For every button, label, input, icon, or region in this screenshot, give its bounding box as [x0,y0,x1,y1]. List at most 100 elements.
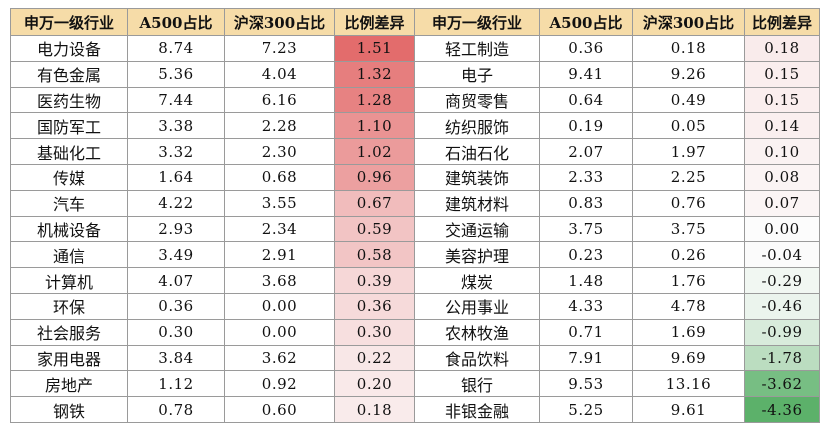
hs300-cell-left: 0.68 [224,163,335,191]
hs300-cell-right: 3.75 [632,215,745,243]
a500-cell-right: 2.07 [539,138,633,165]
header-diff-left: 比例差异 [334,8,415,36]
header-a500-right: A500占比 [539,8,633,36]
a500-cell-left: 0.36 [127,292,225,320]
industry-cell-left: 传媒 [10,163,128,191]
diff-cell-left: 1.51 [334,35,415,62]
a500-cell-left: 1.64 [127,163,225,191]
a500-cell-left: 0.78 [127,396,225,423]
a500-cell-left: 7.44 [127,86,225,114]
a500-cell-right: 9.41 [539,60,633,88]
a500-cell-right: 9.53 [539,370,633,398]
a500-cell-left: 4.22 [127,189,225,217]
a500-cell-right: 7.91 [539,344,633,372]
a500-cell-left: 2.93 [127,215,225,243]
industry-cell-right: 电子 [414,60,540,88]
table-row: 有色金属 5.36 4.04 1.32 电子 9.41 9.26 0.15 [10,60,820,88]
comparison-table-container: 申万一级行业 A500占比 沪深300占比 比例差异 申万一级行业 A500占比… [10,8,820,423]
diff-cell-right: -0.29 [744,267,820,294]
industry-cell-left: 环保 [10,292,128,320]
diff-cell-right: -0.04 [744,241,820,269]
hs300-cell-left: 0.60 [224,396,335,423]
table-row: 钢铁 0.78 0.60 0.18 非银金融 5.25 9.61 -4.36 [10,396,820,423]
a500-cell-right: 0.23 [539,241,633,269]
industry-cell-left: 基础化工 [10,138,128,165]
header-industry-right: 申万一级行业 [414,8,540,36]
industry-cell-left: 家用电器 [10,344,128,372]
hs300-cell-left: 2.91 [224,241,335,269]
hs300-cell-left: 3.62 [224,344,335,372]
a500-cell-right: 0.19 [539,112,633,140]
industry-cell-right: 食品饮料 [414,344,540,372]
header-diff-right: 比例差异 [744,8,820,36]
hs300-cell-right: 0.49 [632,86,745,114]
table-row: 国防军工 3.38 2.28 1.10 纺织服饰 0.19 0.05 0.14 [10,112,820,140]
diff-cell-left: 0.20 [334,370,415,398]
diff-cell-right: 0.15 [744,86,820,114]
table-row: 家用电器 3.84 3.62 0.22 食品饮料 7.91 9.69 -1.78 [10,344,820,372]
industry-cell-left: 电力设备 [10,35,128,62]
a500-cell-right: 0.36 [539,35,633,62]
hs300-cell-right: 1.76 [632,267,745,294]
header-hs300-left: 沪深300占比 [224,8,335,36]
industry-cell-right: 煤炭 [414,267,540,294]
hs300-cell-right: 1.97 [632,138,745,165]
hs300-cell-right: 9.61 [632,396,745,423]
industry-cell-left: 计算机 [10,267,128,294]
hs300-cell-right: 0.18 [632,35,745,62]
table-row: 房地产 1.12 0.92 0.20 银行 9.53 13.16 -3.62 [10,370,820,398]
a500-cell-left: 8.74 [127,35,225,62]
diff-cell-right: 0.15 [744,60,820,88]
hs300-cell-left: 3.68 [224,267,335,294]
diff-cell-right: -0.99 [744,318,820,346]
hs300-cell-right: 0.76 [632,189,745,217]
header-industry-left: 申万一级行业 [10,8,128,36]
diff-cell-right: 0.18 [744,35,820,62]
industry-cell-right: 公用事业 [414,292,540,320]
diff-cell-left: 0.59 [334,215,415,243]
industry-cell-right: 石油石化 [414,138,540,165]
a500-cell-left: 3.32 [127,138,225,165]
industry-cell-right: 美容护理 [414,241,540,269]
diff-cell-right: 0.14 [744,112,820,140]
diff-cell-right: 0.00 [744,215,820,243]
diff-cell-left: 1.28 [334,86,415,114]
industry-weight-comparison-table: 申万一级行业 A500占比 沪深300占比 比例差异 申万一级行业 A500占比… [10,8,820,423]
table-row: 计算机 4.07 3.68 0.39 煤炭 1.48 1.76 -0.29 [10,267,820,294]
table-row: 基础化工 3.32 2.30 1.02 石油石化 2.07 1.97 0.10 [10,138,820,165]
hs300-cell-left: 3.55 [224,189,335,217]
industry-cell-left: 通信 [10,241,128,269]
hs300-cell-left: 0.92 [224,370,335,398]
industry-cell-right: 纺织服饰 [414,112,540,140]
diff-cell-left: 0.22 [334,344,415,372]
a500-cell-right: 3.75 [539,215,633,243]
a500-cell-right: 0.64 [539,86,633,114]
table-row: 环保 0.36 0.00 0.36 公用事业 4.33 4.78 -0.46 [10,292,820,320]
hs300-cell-right: 9.69 [632,344,745,372]
hs300-cell-right: 13.16 [632,370,745,398]
table-row: 社会服务 0.30 0.00 0.30 农林牧渔 0.71 1.69 -0.99 [10,318,820,346]
table-row: 医药生物 7.44 6.16 1.28 商贸零售 0.64 0.49 0.15 [10,86,820,114]
a500-cell-left: 3.38 [127,112,225,140]
diff-cell-left: 0.36 [334,292,415,320]
diff-cell-left: 1.02 [334,138,415,165]
industry-cell-left: 钢铁 [10,396,128,423]
hs300-cell-left: 4.04 [224,60,335,88]
table-row: 电力设备 8.74 7.23 1.51 轻工制造 0.36 0.18 0.18 [10,35,820,62]
hs300-cell-right: 0.26 [632,241,745,269]
industry-cell-right: 轻工制造 [414,35,540,62]
industry-cell-left: 汽车 [10,189,128,217]
diff-cell-right: -0.46 [744,292,820,320]
hs300-cell-right: 1.69 [632,318,745,346]
diff-cell-right: -4.36 [744,396,820,423]
a500-cell-left: 1.12 [127,370,225,398]
hs300-cell-right: 4.78 [632,292,745,320]
table-row: 传媒 1.64 0.68 0.96 建筑装饰 2.33 2.25 0.08 [10,163,820,191]
a500-cell-right: 0.83 [539,189,633,217]
industry-cell-left: 房地产 [10,370,128,398]
a500-cell-left: 5.36 [127,60,225,88]
table-row: 通信 3.49 2.91 0.58 美容护理 0.23 0.26 -0.04 [10,241,820,269]
diff-cell-left: 0.96 [334,163,415,191]
industry-cell-right: 建筑材料 [414,189,540,217]
a500-cell-right: 4.33 [539,292,633,320]
